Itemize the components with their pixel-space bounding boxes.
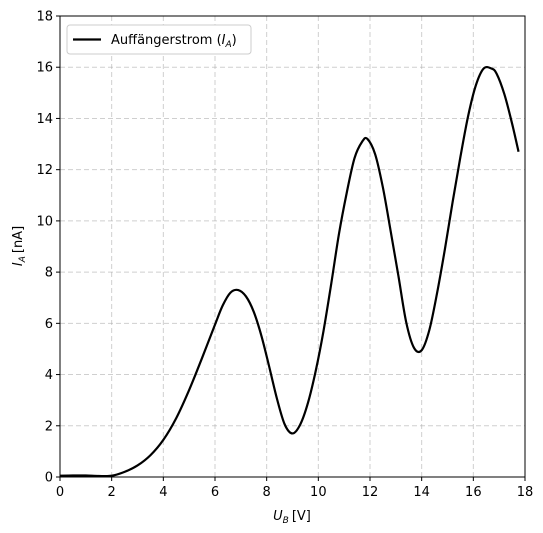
series-group [59, 65, 520, 478]
x-axis-label-unit: [V] [292, 509, 311, 524]
y-tick-label: 6 [45, 317, 53, 332]
legend: Auffängerstrom (IA) [66, 24, 252, 55]
x-tick-label: 4 [159, 485, 167, 500]
y-tick-label: 2 [45, 419, 53, 434]
plot-frame [59, 15, 526, 478]
ticks: 0 2 4 6 8 10 12 14 16 18 0 2 4 6 8 10 12 14 16 18 [36, 10, 533, 501]
x-tick-label: 10 [310, 485, 327, 500]
legend-label: Auffängerstrom (IA) [111, 33, 237, 50]
x-tick-label: 18 [517, 485, 534, 500]
x-tick-label: 0 [56, 485, 64, 500]
y-tick-label: 0 [45, 471, 53, 486]
series-line-0 [59, 65, 520, 478]
x-tick-label: 14 [413, 485, 430, 500]
y-axis-label-unit: [nA] [11, 226, 26, 253]
legend-paren-open: ( [217, 33, 222, 48]
x-tick-label: 6 [211, 485, 219, 500]
y-axis-label-main: I [11, 262, 26, 266]
y-tick-label: 16 [36, 61, 53, 76]
y-tick-label: 12 [36, 163, 53, 178]
legend-symbol-sub: A [225, 40, 232, 50]
y-tick-label: 18 [36, 10, 53, 25]
x-axis-label-sub: B [283, 516, 289, 526]
y-axis-label: IA [nA] [11, 226, 28, 266]
y-tick-label: 14 [36, 112, 53, 127]
x-axis-label: UB [V] [273, 509, 311, 526]
y-tick-label: 4 [45, 368, 53, 383]
x-tick-label: 2 [108, 485, 116, 500]
legend-paren-close: ) [232, 33, 237, 48]
y-axis-label-sub: A [18, 256, 28, 263]
legend-series-name: Auffängerstrom [111, 33, 212, 48]
y-tick-label: 10 [36, 214, 53, 229]
x-tick-label: 8 [263, 485, 271, 500]
x-tick-label: 16 [465, 485, 482, 500]
x-axis-label-main: U [273, 509, 283, 524]
legend-box [66, 24, 252, 55]
legend-symbol-main: I [222, 33, 226, 48]
x-tick-label: 12 [362, 485, 379, 500]
y-tick-label: 8 [45, 266, 53, 281]
